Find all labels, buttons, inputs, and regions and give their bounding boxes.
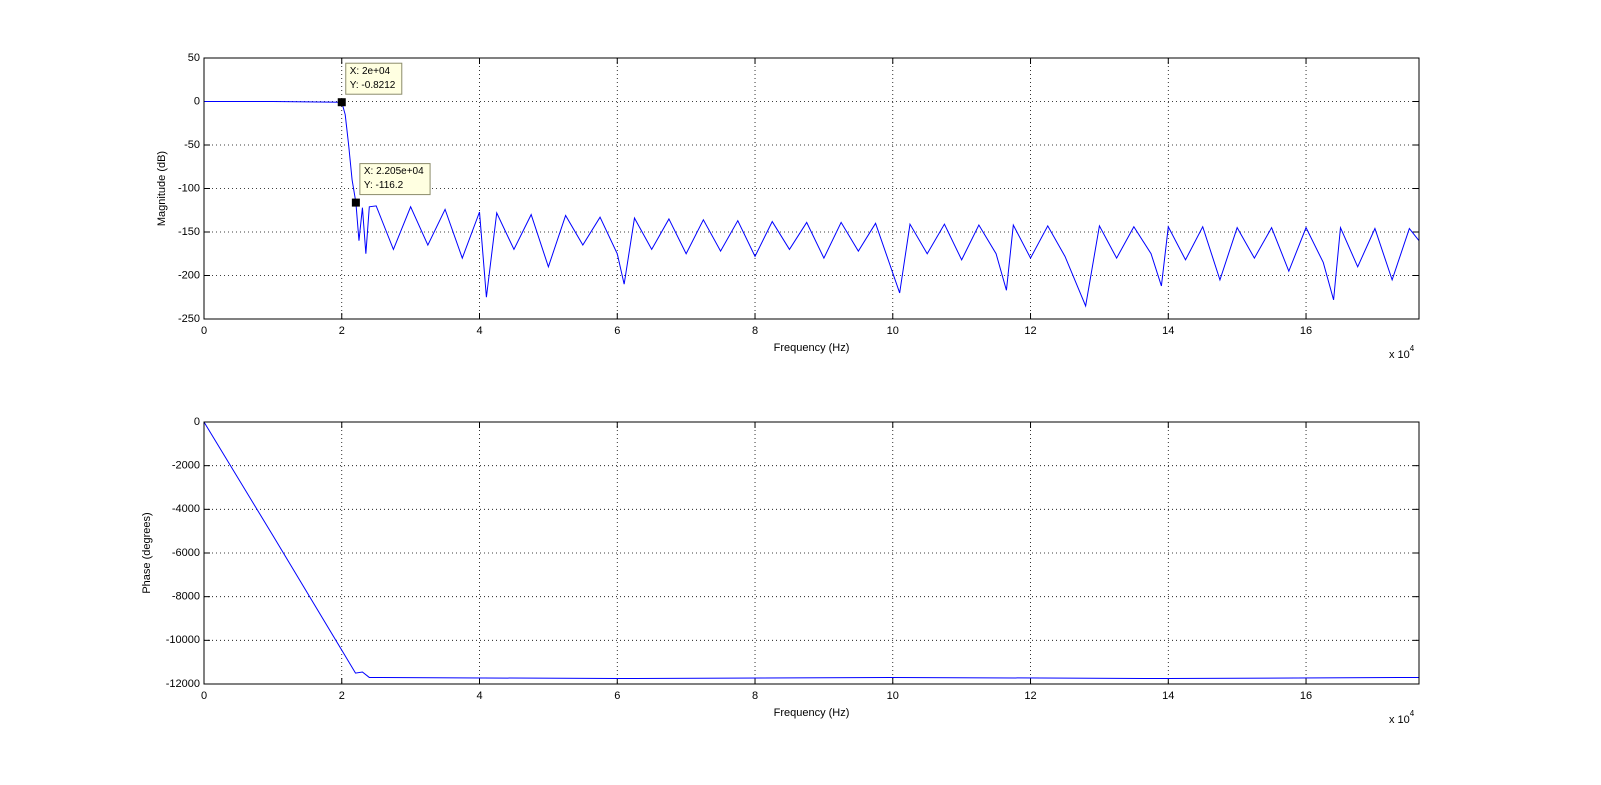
- x-tick-label: 12: [1024, 325, 1036, 337]
- data-tip-x: X: 2e+04: [350, 66, 391, 77]
- x-tick-label: 12: [1024, 690, 1036, 702]
- y-tick-label: -8000: [172, 591, 200, 603]
- y-tick-label: -4000: [172, 503, 200, 515]
- y-tick-label: -12000: [166, 678, 200, 690]
- data-tip-marker: [337, 98, 346, 107]
- x-tick-label: 4: [476, 325, 482, 337]
- x-scale-base: x 10: [1389, 349, 1410, 361]
- data-tip: X: 2e+04 Y: -0.8212: [345, 62, 403, 95]
- y-tick-label: 0: [194, 416, 200, 428]
- y-tick-label: -100: [178, 182, 200, 194]
- x-tick-label: 2: [339, 325, 345, 337]
- x-tick-label: 6: [614, 325, 620, 337]
- y-axis-label: Phase (degrees): [141, 512, 153, 593]
- x-scale-exponent: 4: [1410, 344, 1415, 353]
- data-tip-box: [359, 163, 431, 196]
- x-tick-label: 0: [201, 325, 207, 337]
- x-tick-label: 4: [476, 690, 482, 702]
- x-scale-label: x 104: [1389, 344, 1415, 361]
- x-scale-base: x 10: [1389, 714, 1410, 726]
- data-tip-box: [345, 62, 403, 95]
- x-axis-label: Frequency (Hz): [774, 342, 850, 354]
- data-tip-x: X: 2.205e+04: [364, 166, 424, 177]
- x-tick-label: 10: [887, 325, 899, 337]
- data-tip-y: Y: -0.8212: [350, 80, 396, 91]
- x-tick-label: 14: [1162, 690, 1174, 702]
- data-line: [204, 101, 1420, 308]
- x-tick-label: 0: [201, 690, 207, 702]
- axes-frame: [203, 57, 1420, 320]
- x-tick-label: 8: [752, 325, 758, 337]
- x-scale-label: x 104: [1389, 709, 1415, 726]
- x-tick-label: 10: [887, 690, 899, 702]
- y-tick-label: -150: [178, 226, 200, 238]
- data-tip-y: Y: -116.2: [364, 180, 404, 191]
- x-tick-label: 2: [339, 690, 345, 702]
- y-tick-label: -200: [178, 269, 200, 281]
- axes-frame: [203, 421, 1420, 685]
- data-tip-marker: [351, 198, 360, 207]
- x-scale-exponent: 4: [1410, 709, 1415, 718]
- y-tick-label: -250: [178, 313, 200, 325]
- data-line: [203, 421, 1420, 680]
- y-tick-label: 50: [188, 52, 200, 64]
- data-tip: X: 2.205e+04 Y: -116.2: [359, 163, 431, 196]
- x-axis-label: Frequency (Hz): [774, 707, 850, 719]
- x-tick-label: 14: [1162, 325, 1174, 337]
- x-tick-label: 16: [1300, 325, 1312, 337]
- x-tick-label: 8: [752, 690, 758, 702]
- y-tick-label: -2000: [172, 460, 200, 472]
- y-tick-label: -50: [184, 139, 200, 151]
- x-tick-label: 16: [1300, 690, 1312, 702]
- y-tick-label: -6000: [172, 547, 200, 559]
- y-tick-label: -10000: [166, 634, 200, 646]
- y-axis-label: Magnitude (dB): [156, 151, 168, 226]
- y-tick-label: 0: [194, 95, 200, 107]
- x-tick-label: 6: [614, 690, 620, 702]
